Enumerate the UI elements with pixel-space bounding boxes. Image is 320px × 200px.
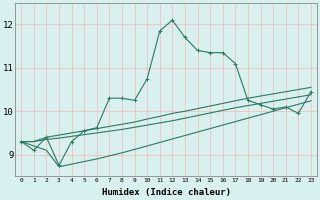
X-axis label: Humidex (Indice chaleur): Humidex (Indice chaleur) — [101, 188, 231, 197]
